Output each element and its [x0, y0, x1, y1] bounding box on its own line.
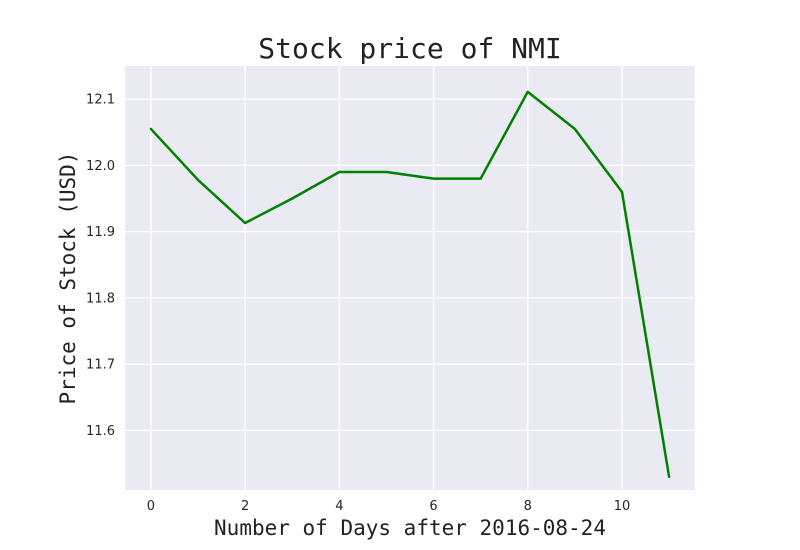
y-tick-label: 12.0	[86, 159, 115, 174]
chart-title: Stock price of NMI	[258, 32, 561, 65]
x-tick-label: 10	[614, 499, 631, 514]
x-tick-label: 8	[524, 499, 532, 514]
y-tick-label: 11.8	[86, 291, 115, 306]
plot-area	[125, 66, 695, 490]
y-tick-label: 12.1	[86, 93, 115, 108]
x-tick-label: 0	[147, 499, 155, 514]
grid-lines	[125, 66, 695, 490]
y-tick-label: 11.7	[86, 358, 115, 373]
y-tick-label: 11.6	[86, 424, 115, 439]
price-line	[149, 90, 671, 478]
x-tick-label: 2	[241, 499, 249, 514]
series-layer	[149, 90, 671, 478]
y-axis-ticks: 11.6 11.7 11.8 11.9 12.0 12.1	[86, 93, 115, 439]
x-tick-label: 6	[429, 499, 437, 514]
x-axis-ticks: 0 2 4 6 8 10	[147, 499, 630, 514]
x-axis-label: Number of Days after 2016-08-24	[214, 516, 606, 540]
y-tick-label: 11.9	[86, 225, 115, 240]
x-tick-label: 4	[335, 499, 343, 514]
y-axis-label: Price of Stock (USD)	[56, 152, 80, 405]
